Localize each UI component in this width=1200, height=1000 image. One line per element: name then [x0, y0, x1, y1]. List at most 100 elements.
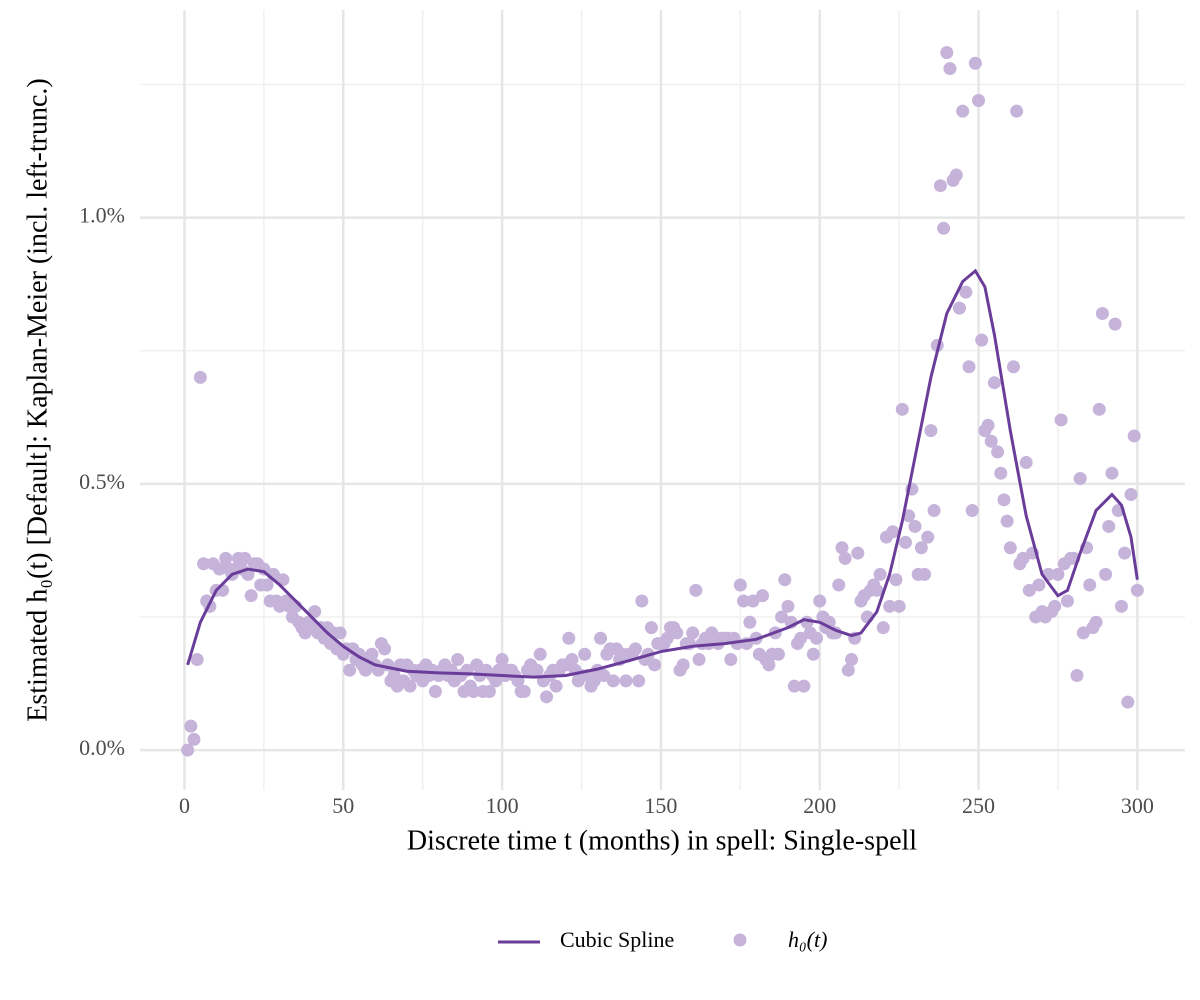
point — [924, 424, 938, 438]
point — [549, 679, 563, 693]
point — [565, 653, 579, 667]
point — [1118, 546, 1132, 560]
point — [467, 685, 481, 699]
point — [1095, 306, 1109, 320]
grid: 0 50 100 150 200 250 300 0.0% 0.5% 1.0% — [79, 10, 1185, 818]
point — [1108, 317, 1122, 331]
point — [743, 615, 757, 629]
point — [597, 669, 611, 683]
point — [689, 583, 703, 597]
point — [1022, 583, 1036, 597]
x-axis-title: Discrete time t (months) in spell: Singl… — [407, 825, 917, 856]
point — [1048, 599, 1062, 613]
point — [1124, 488, 1138, 502]
point — [470, 658, 484, 672]
point — [1073, 472, 1087, 486]
point — [813, 594, 827, 608]
point — [756, 589, 770, 603]
point — [835, 541, 849, 555]
y-tick-label: 1.0% — [79, 203, 125, 228]
point — [921, 530, 935, 544]
point — [892, 599, 906, 613]
point — [184, 719, 198, 733]
point — [762, 658, 776, 672]
point — [1076, 626, 1090, 640]
point — [838, 551, 852, 565]
point — [949, 168, 963, 182]
point — [844, 653, 858, 667]
point — [832, 578, 846, 592]
spline-line — [186, 268, 1139, 679]
point — [619, 674, 633, 688]
point — [482, 685, 496, 699]
point — [629, 642, 643, 656]
point — [606, 674, 620, 688]
point — [1016, 551, 1030, 565]
point — [972, 94, 986, 108]
point — [895, 402, 909, 416]
point — [197, 557, 211, 571]
marks — [181, 46, 1144, 757]
point — [778, 573, 792, 587]
point — [797, 679, 811, 693]
point — [260, 578, 274, 592]
point — [806, 647, 820, 661]
point — [937, 221, 951, 235]
point — [787, 679, 801, 693]
point — [533, 647, 547, 661]
point — [975, 333, 989, 347]
point — [238, 551, 252, 565]
point — [933, 179, 947, 193]
y-axis-title: Estimated h₀(t) [Default]: Kaplan-Meier … — [22, 78, 53, 721]
point — [1114, 599, 1128, 613]
point — [994, 466, 1008, 480]
point — [1089, 615, 1103, 629]
point — [403, 679, 417, 693]
point — [889, 573, 903, 587]
point — [489, 674, 503, 688]
point — [378, 642, 392, 656]
legend-swatch — [733, 933, 747, 947]
point — [540, 690, 554, 704]
point — [981, 418, 995, 432]
point — [736, 594, 750, 608]
legend-label: Cubic Spline — [560, 927, 674, 952]
point — [1127, 429, 1141, 443]
point — [587, 674, 601, 688]
point — [997, 493, 1011, 507]
point — [733, 578, 747, 592]
y-tick-label: 0.0% — [79, 735, 125, 760]
point — [956, 104, 970, 118]
x-tick-label: 200 — [803, 793, 836, 818]
point — [724, 653, 738, 667]
legend-label: h₀(t) — [788, 927, 827, 952]
point — [276, 573, 290, 587]
point — [914, 541, 928, 555]
x-tick-label: 300 — [1121, 793, 1154, 818]
point — [918, 567, 932, 581]
point — [635, 594, 649, 608]
point — [987, 376, 1001, 390]
point — [1130, 583, 1144, 597]
point — [1105, 466, 1119, 480]
point — [648, 658, 662, 672]
point — [952, 301, 966, 315]
point — [562, 631, 576, 645]
point — [968, 56, 982, 70]
y-tick-label: 0.5% — [79, 469, 125, 494]
point — [1070, 669, 1084, 683]
point — [851, 546, 865, 560]
point — [632, 674, 646, 688]
point — [927, 503, 941, 517]
point — [1102, 519, 1116, 533]
point — [1054, 413, 1068, 427]
point — [219, 551, 233, 565]
point — [212, 562, 226, 576]
point — [428, 685, 442, 699]
point — [746, 594, 760, 608]
point — [965, 503, 979, 517]
point — [1010, 104, 1024, 118]
point — [1092, 402, 1106, 416]
